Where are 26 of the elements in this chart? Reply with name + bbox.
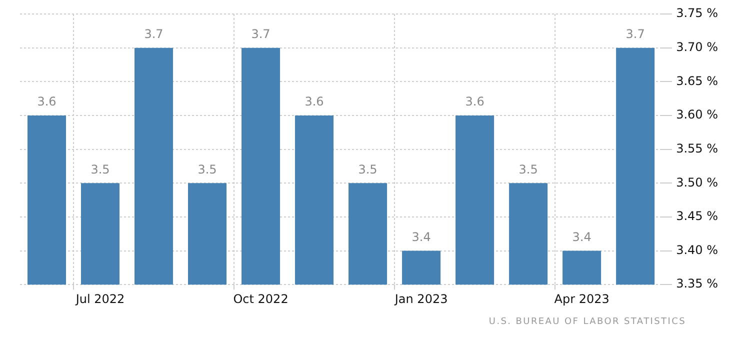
x-tick-label: Oct 2022 — [233, 292, 288, 306]
data-label: 3.6 — [37, 94, 56, 109]
data-label: 3.6 — [304, 94, 324, 109]
data-label: 3.5 — [90, 162, 110, 176]
y-tick-label: 3.35 % — [676, 276, 718, 291]
y-tick-label: 3.50 % — [676, 175, 718, 190]
y-tick-label: 3.40 % — [676, 242, 718, 257]
y-tick-label: 3.55 % — [676, 141, 718, 156]
x-tick-label: Jul 2022 — [74, 292, 125, 306]
y-tick-label: 3.60 % — [676, 108, 718, 122]
y-tick-label: 3.75 % — [676, 6, 718, 20]
x-tick-label: Jan 2023 — [394, 292, 448, 306]
x-tick-label: Apr 2023 — [554, 292, 610, 306]
y-tick-label: 3.65 % — [676, 74, 718, 88]
data-label: 3.5 — [518, 162, 538, 176]
data-label: 3.5 — [358, 162, 378, 176]
data-label: 3.6 — [465, 94, 484, 109]
data-label: 3.7 — [144, 26, 164, 41]
data-label: 3.7 — [251, 26, 270, 41]
data-label: 3.4 — [412, 230, 431, 244]
y-tick-label: 3.45 % — [676, 209, 718, 224]
data-label: 3.7 — [626, 26, 645, 41]
text: U.S. BUREAU OF LABOR STATISTICS — [488, 317, 686, 327]
data-label: 3.5 — [198, 162, 217, 176]
y-tick-label: 3.70 % — [676, 40, 718, 54]
data-label: 3.4 — [572, 230, 592, 244]
